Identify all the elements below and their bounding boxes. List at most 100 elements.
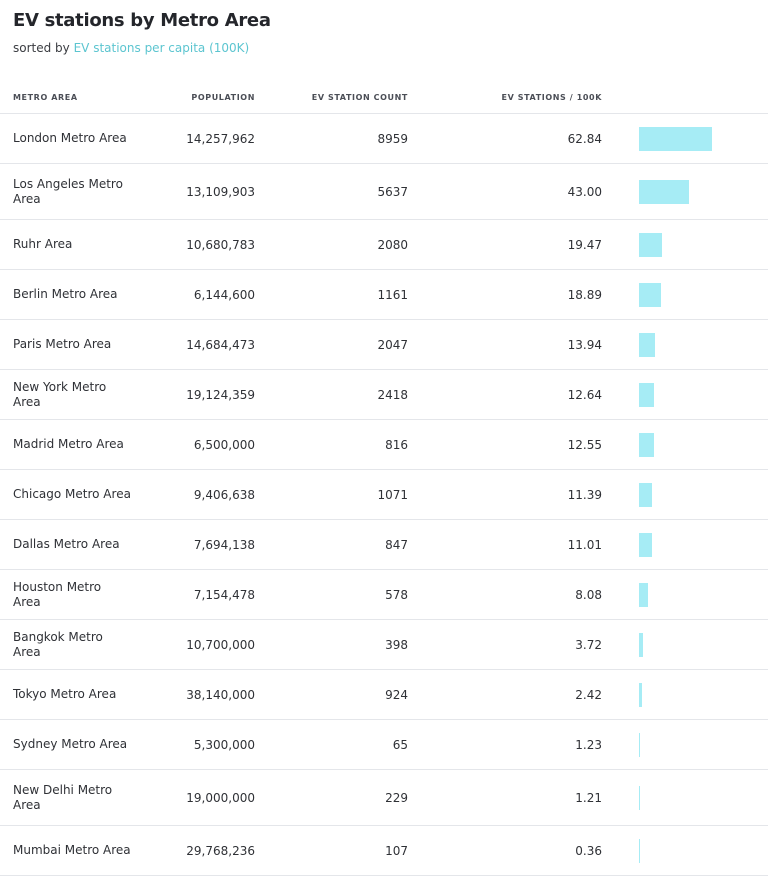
bar-track <box>639 632 749 657</box>
ev-rate-bar <box>639 382 654 407</box>
metro-area-name: Sydney Metro Area <box>13 737 128 751</box>
metro-area-name: Chicago Metro Area <box>13 487 131 501</box>
bar-cell <box>602 269 768 320</box>
ev-rate-bar <box>639 682 642 707</box>
bar-cell <box>602 469 768 520</box>
ev-station-count-cell: 816 <box>255 419 408 470</box>
ev-rate-bar <box>639 232 662 257</box>
ev-stations-per-100k-cell: 2.42 <box>408 669 602 720</box>
metro-area-cell: Houston Metro Area <box>0 569 150 620</box>
ev-stations-per-100k-cell: 19.47 <box>408 219 602 270</box>
bar-track <box>639 732 749 757</box>
metro-area-name: London Metro Area <box>13 131 127 145</box>
population-cell: 13,109,903 <box>150 163 255 220</box>
bar-cell <box>602 619 768 670</box>
table-row: Los Angeles Metro Area 13,109,903 5637 43.0… <box>0 163 768 220</box>
ev-rate-bar <box>639 785 641 810</box>
ev-stations-per-100k-cell: 0.36 <box>408 825 602 876</box>
ev-station-count-cell: 2418 <box>255 369 408 420</box>
metro-area-name: Bangkok Metro Area <box>13 629 103 659</box>
population-cell: 19,124,359 <box>150 369 255 420</box>
metro-area-name: Madrid Metro Area <box>13 437 124 451</box>
ev-stations-table: METRO AREA POPULATION EV STATION COUNT E… <box>0 82 768 876</box>
ev-rate-bar <box>639 179 689 204</box>
ev-rate-bar <box>639 632 644 657</box>
metro-area-cell: Tokyo Metro Area <box>0 669 150 720</box>
bar-track <box>639 126 749 151</box>
ev-stations-per-100k-cell: 12.64 <box>408 369 602 420</box>
ev-rate-bar <box>639 732 641 757</box>
ev-station-count-cell: 107 <box>255 825 408 876</box>
column-header-metro-area[interactable]: METRO AREA <box>0 82 150 114</box>
ev-station-count-cell: 924 <box>255 669 408 720</box>
population-cell: 10,680,783 <box>150 219 255 270</box>
ev-station-count-cell: 229 <box>255 769 408 826</box>
bar-cell <box>602 769 768 826</box>
bar-cell <box>602 569 768 620</box>
metro-area-cell: Chicago Metro Area <box>0 469 150 520</box>
metro-area-name: Dallas Metro Area <box>13 537 120 551</box>
bar-track <box>639 582 749 607</box>
ev-rate-bar <box>639 532 652 557</box>
ev-rate-bar <box>639 126 712 151</box>
sort-field-link[interactable]: EV stations per capita (100K) <box>73 41 250 55</box>
bar-track <box>639 482 749 507</box>
ev-stations-per-100k-cell: 3.72 <box>408 619 602 670</box>
ev-stations-per-100k-cell: 43.00 <box>408 163 602 220</box>
table-header-row: METRO AREA POPULATION EV STATION COUNT E… <box>0 82 768 114</box>
ev-rate-bar <box>639 432 654 457</box>
metro-area-name: Mumbai Metro Area <box>13 843 131 857</box>
metro-area-cell: Mumbai Metro Area <box>0 825 150 876</box>
ev-stations-per-100k-cell: 18.89 <box>408 269 602 320</box>
ev-station-count-cell: 2080 <box>255 219 408 270</box>
ev-stations-per-100k-cell: 1.21 <box>408 769 602 826</box>
bar-cell <box>602 825 768 876</box>
column-header-population[interactable]: POPULATION <box>150 82 255 114</box>
bar-track <box>639 179 749 204</box>
metro-area-name: New Delhi Metro Area <box>13 782 113 812</box>
population-cell: 6,500,000 <box>150 419 255 470</box>
bar-track <box>639 232 749 257</box>
population-cell: 7,154,478 <box>150 569 255 620</box>
population-cell: 5,300,000 <box>150 719 255 770</box>
ev-station-count-cell: 5637 <box>255 163 408 220</box>
metro-area-cell: Paris Metro Area <box>0 319 150 370</box>
bar-track <box>639 785 749 810</box>
bar-cell <box>602 113 768 164</box>
table-row: New Delhi Metro Area 19,000,000 229 1.21 <box>0 769 768 826</box>
population-cell: 10,700,000 <box>150 619 255 670</box>
ev-stations-per-100k-cell: 12.55 <box>408 419 602 470</box>
bar-track <box>639 332 749 357</box>
metro-area-name: Paris Metro Area <box>13 337 112 351</box>
ev-stations-per-100k-cell: 11.01 <box>408 519 602 570</box>
sort-subtitle: sorted by EV stations per capita (100K) <box>13 41 249 55</box>
bar-track <box>639 432 749 457</box>
metro-area-name: Tokyo Metro Area <box>13 687 117 701</box>
metro-area-cell: New Delhi Metro Area <box>0 769 150 826</box>
bar-cell <box>602 719 768 770</box>
ev-rate-bar <box>639 482 653 507</box>
column-header-ev-stations-per-100k[interactable]: EV STATIONS / 100K <box>408 82 602 114</box>
ev-rate-bar <box>639 838 640 863</box>
table-row: Tokyo Metro Area 38,140,000 924 2.42 <box>0 669 768 720</box>
column-header-ev-station-count[interactable]: EV STATION COUNT <box>255 82 408 114</box>
table-row: Ruhr Area 10,680,783 2080 19.47 <box>0 219 768 270</box>
population-cell: 9,406,638 <box>150 469 255 520</box>
ev-rate-bar <box>639 582 649 607</box>
ev-stations-per-100k-cell: 1.23 <box>408 719 602 770</box>
ev-rate-bar <box>639 282 661 307</box>
ev-stations-per-100k-cell: 8.08 <box>408 569 602 620</box>
metro-area-name: Ruhr Area <box>13 237 73 251</box>
table-row: Paris Metro Area 14,684,473 2047 13.94 <box>0 319 768 370</box>
metro-area-cell: Dallas Metro Area <box>0 519 150 570</box>
ev-station-count-cell: 578 <box>255 569 408 620</box>
metro-area-cell: Sydney Metro Area <box>0 719 150 770</box>
population-cell: 14,257,962 <box>150 113 255 164</box>
table-row: London Metro Area 14,257,962 8959 62.84 <box>0 113 768 164</box>
ev-station-count-cell: 398 <box>255 619 408 670</box>
metro-area-cell: Berlin Metro Area <box>0 269 150 320</box>
bar-track <box>639 382 749 407</box>
ev-station-count-cell: 1071 <box>255 469 408 520</box>
bar-track <box>639 532 749 557</box>
